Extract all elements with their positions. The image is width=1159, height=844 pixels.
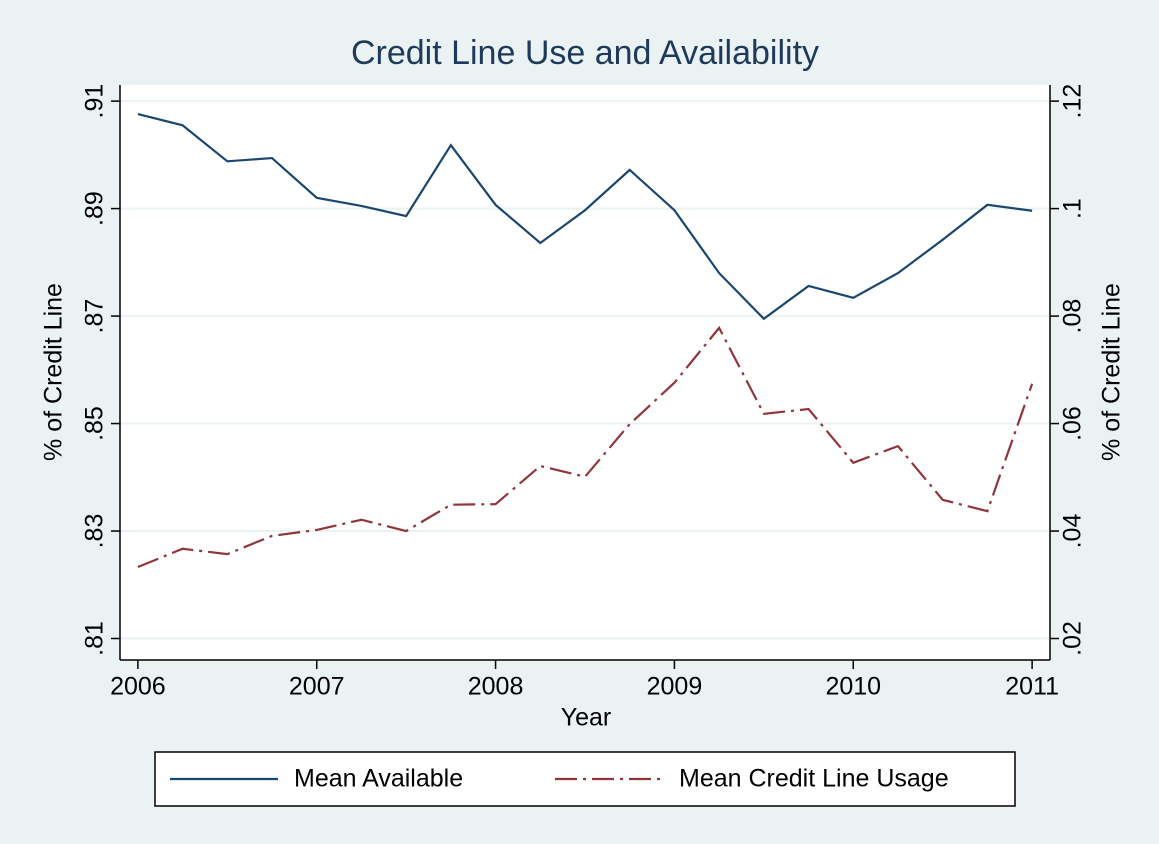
y2-tick-label: .06 xyxy=(1059,406,1087,441)
y2-tick-label: .08 xyxy=(1059,299,1087,334)
y2-axis-title: % of Credit Line xyxy=(1098,283,1126,461)
chart-title: Credit Line Use and Availability xyxy=(351,34,819,72)
plot-area xyxy=(120,85,1050,660)
legend-label: Mean Available xyxy=(294,765,463,793)
y-tick-label: .91 xyxy=(81,84,109,119)
y-tick-label: .87 xyxy=(81,299,109,334)
y2-tick-label: .02 xyxy=(1059,621,1087,656)
y-axis-title: % of Credit Line xyxy=(40,283,68,461)
x-tick-label: 2010 xyxy=(825,673,881,701)
x-tick-label: 2009 xyxy=(647,673,703,701)
y2-tick-label: .1 xyxy=(1059,198,1087,219)
x-tick-label: 2007 xyxy=(289,673,345,701)
y-tick-label: .89 xyxy=(81,191,109,226)
y-tick-label: .85 xyxy=(81,406,109,441)
x-axis-title: Year xyxy=(561,704,612,732)
x-tick-label: 2008 xyxy=(468,673,524,701)
y-tick-label: .83 xyxy=(81,514,109,549)
legend-label: Mean Credit Line Usage xyxy=(679,765,949,793)
line-series xyxy=(137,325,1034,569)
y2-tick-label: .12 xyxy=(1059,84,1087,119)
line-series xyxy=(137,112,1033,321)
y2-tick-label: .04 xyxy=(1059,514,1087,549)
y-tick-label: .81 xyxy=(81,621,109,656)
x-tick-label: 2006 xyxy=(110,673,166,701)
x-tick-label: 2011 xyxy=(1005,673,1059,701)
